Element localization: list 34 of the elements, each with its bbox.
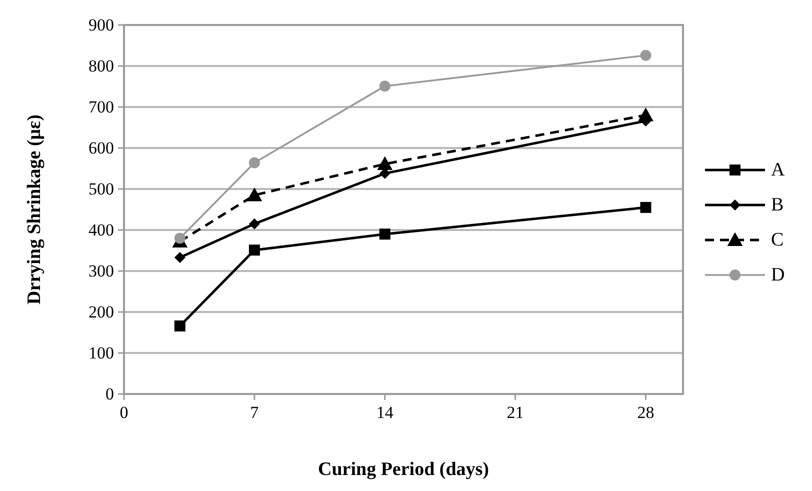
y-tick-label: 800	[88, 56, 114, 76]
y-tick-label: 400	[88, 220, 114, 240]
y-tick-label: 0	[106, 384, 114, 404]
point	[174, 252, 186, 263]
point	[640, 50, 652, 61]
point	[638, 108, 654, 122]
point	[248, 157, 260, 168]
point	[248, 218, 260, 230]
point	[379, 80, 390, 92]
x-tick-label: 28	[637, 403, 654, 422]
x-axis-title: Curing Period (days)	[318, 459, 489, 480]
legend-label: A	[771, 160, 785, 180]
y-tick-label: 200	[88, 302, 114, 322]
x-tick-label: 21	[506, 403, 524, 422]
y-axis-title: Drrying Shrinkage (με)	[24, 114, 45, 304]
y-tick-label: 600	[88, 138, 114, 158]
legend-label: D	[771, 264, 785, 286]
point	[246, 187, 262, 202]
legend-label: B	[771, 194, 784, 216]
y-tick-label: 300	[88, 262, 114, 280]
legend-label: C	[771, 230, 784, 250]
point	[379, 228, 390, 240]
x-tick-label: 14	[376, 403, 394, 422]
point	[640, 202, 652, 213]
y-tick-label: 900	[88, 16, 114, 34]
x-tick-label: 7	[250, 403, 260, 422]
point	[174, 232, 186, 244]
point	[248, 244, 260, 256]
y-tick-label: 100	[88, 344, 114, 362]
x-tick-label: 0	[120, 403, 128, 422]
y-tick-label: 500	[88, 180, 114, 198]
y-tick-label: 700	[88, 98, 114, 116]
point	[377, 156, 393, 170]
point	[174, 320, 186, 332]
